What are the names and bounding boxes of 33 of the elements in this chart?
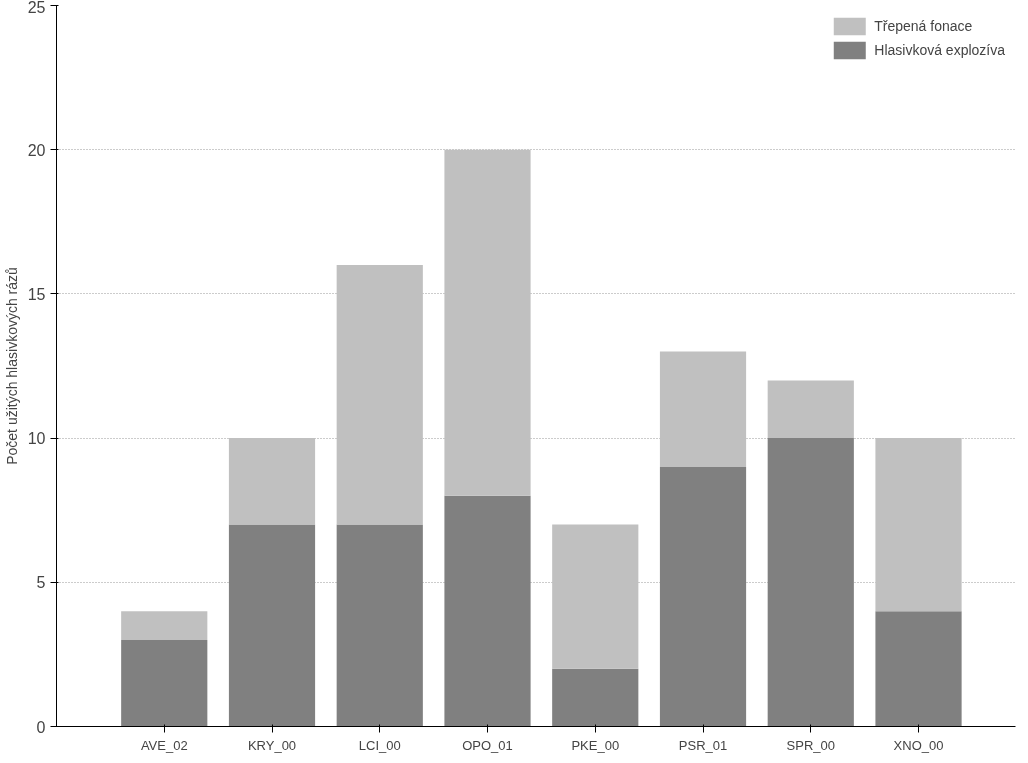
x-tick-label: AVE_02 [140, 737, 188, 753]
bar [659, 466, 747, 727]
y-tick-label: 15 [27, 285, 46, 303]
x-tick-label: PSR_01 [678, 737, 728, 753]
bar [444, 495, 531, 727]
bar [121, 611, 208, 640]
legend-label: Třepená fonace [874, 18, 973, 34]
bar [767, 438, 854, 727]
x-tick-label: SPR_00 [786, 737, 835, 753]
bar [444, 149, 531, 496]
bar [228, 524, 316, 727]
x-tick-label: LCI_00 [358, 737, 401, 753]
bar [659, 351, 747, 467]
y-tick-label: 10 [27, 430, 46, 448]
y-tick-label: 0 [36, 718, 46, 736]
x-tick-label: OPO_01 [462, 737, 513, 753]
bar [121, 639, 208, 727]
legend-label: Hlasivková explozíva [874, 42, 1005, 58]
bar [552, 668, 639, 727]
x-tick-label: PKE_00 [571, 737, 620, 753]
y-tick-label: 25 [27, 0, 46, 16]
bar [336, 524, 423, 727]
x-tick-label: XNO_00 [893, 737, 944, 753]
x-tick-label: KRY_00 [247, 737, 297, 753]
bar [767, 380, 854, 439]
bar [875, 438, 962, 612]
bar [552, 524, 639, 669]
y-tick-label: 5 [36, 574, 46, 592]
y-tick-label: 20 [27, 141, 46, 159]
y-axis-title: Počet užitých hlasivkových rázů [3, 267, 20, 465]
bar [875, 611, 962, 727]
bar [228, 438, 316, 525]
bar [336, 265, 423, 525]
